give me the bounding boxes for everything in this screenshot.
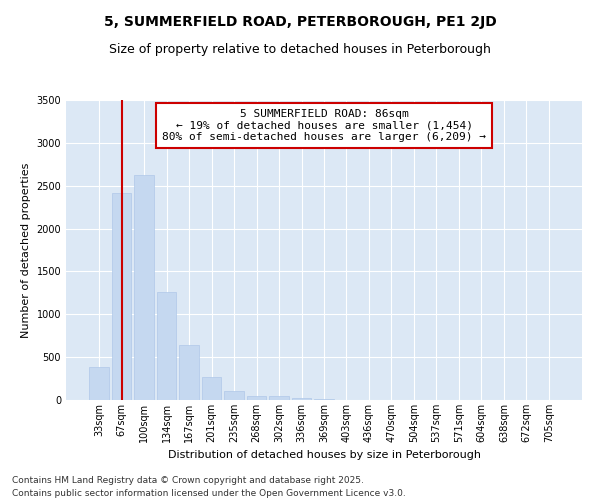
Bar <box>134 176 154 400</box>
Bar <box>292 398 311 400</box>
Text: Contains HM Land Registry data © Crown copyright and database right 2025.: Contains HM Land Registry data © Crown c… <box>12 476 364 485</box>
Bar <box>89 366 109 400</box>
Bar <box>202 377 221 400</box>
Bar <box>314 399 334 400</box>
Bar <box>157 292 176 400</box>
Bar <box>224 390 244 400</box>
Bar <box>269 396 289 400</box>
Y-axis label: Number of detached properties: Number of detached properties <box>21 162 31 338</box>
Bar <box>179 345 199 400</box>
Text: Size of property relative to detached houses in Peterborough: Size of property relative to detached ho… <box>109 42 491 56</box>
Text: 5 SUMMERFIELD ROAD: 86sqm
← 19% of detached houses are smaller (1,454)
80% of se: 5 SUMMERFIELD ROAD: 86sqm ← 19% of detac… <box>162 109 486 142</box>
Text: 5, SUMMERFIELD ROAD, PETERBOROUGH, PE1 2JD: 5, SUMMERFIELD ROAD, PETERBOROUGH, PE1 2… <box>104 15 496 29</box>
Text: Contains public sector information licensed under the Open Government Licence v3: Contains public sector information licen… <box>12 488 406 498</box>
Bar <box>247 396 266 400</box>
Bar <box>112 192 131 400</box>
X-axis label: Distribution of detached houses by size in Peterborough: Distribution of detached houses by size … <box>167 450 481 460</box>
